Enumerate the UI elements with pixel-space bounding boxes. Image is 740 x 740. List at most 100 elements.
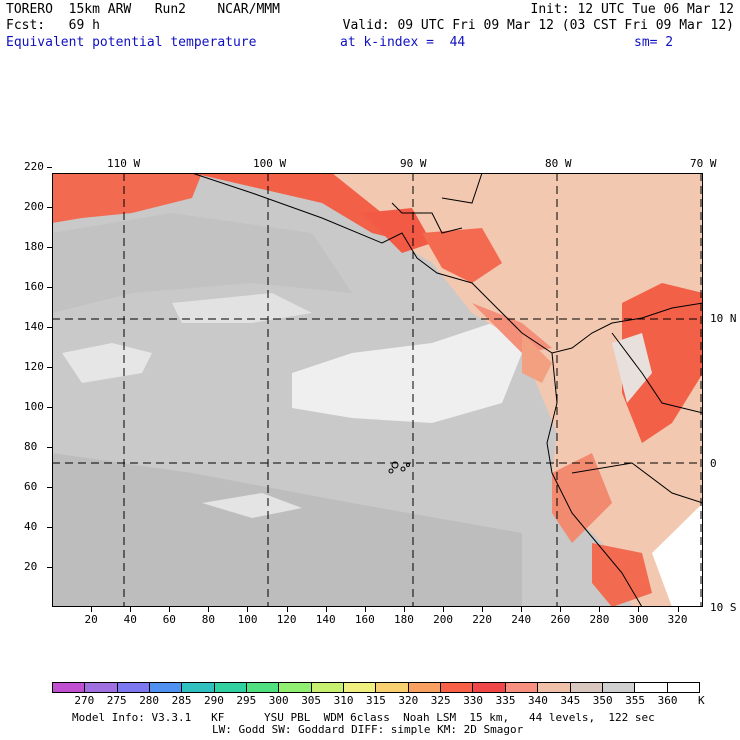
colorbar-label: 360 <box>657 694 678 707</box>
x-tick-mark <box>364 607 366 612</box>
colorbar-label: 350 <box>592 694 613 707</box>
cool-band-south <box>52 453 522 607</box>
lon-label: 110 W <box>107 157 141 170</box>
colorbar-swatch <box>117 683 151 692</box>
warm-patch-central <box>292 323 522 423</box>
colorbar-label: 270 <box>74 694 95 707</box>
x-tick-mark <box>677 607 679 612</box>
x-tick-label: 300 <box>628 613 649 626</box>
init-time: Init: 12 UTC Tue 06 Mar 12 <box>530 2 735 17</box>
lat-label: 0 <box>710 457 717 470</box>
colorbar-swatch <box>538 683 571 692</box>
x-tick-mark <box>638 607 640 612</box>
y-tick-label: 180 <box>24 240 44 253</box>
colorbar-swatch <box>635 683 668 692</box>
theta-e-map <box>52 173 703 607</box>
colorbar-label: 280 <box>139 694 160 707</box>
colorbar-label: 330 <box>463 694 484 707</box>
forecast-hour: Fcst: 69 h <box>6 18 100 33</box>
x-tick-mark <box>521 607 523 612</box>
x-tick-label: 100 <box>237 613 258 626</box>
y-tick-label: 40 <box>24 520 38 533</box>
model-title: TORERO 15km ARW Run2 NCAR/MMM <box>6 2 280 17</box>
colorbar-label: 295 <box>236 694 257 707</box>
colorbar-swatch <box>182 683 215 692</box>
border-colombia <box>611 332 703 414</box>
x-tick-mark <box>560 607 562 612</box>
lon-label: 70 W <box>690 157 717 170</box>
y-tick-mark <box>47 407 52 408</box>
colorbar-swatch <box>376 683 409 692</box>
y-tick-mark <box>47 367 52 368</box>
colorbar-swatch <box>85 683 118 692</box>
colorbar-label: 310 <box>333 694 354 707</box>
y-tick-mark <box>47 167 52 168</box>
y-tick-label: 80 <box>24 440 38 453</box>
valid-time: Valid: 09 UTC Fri 09 Mar 12 (03 CST Fri … <box>342 18 734 33</box>
lon-label: 100 W <box>253 157 287 170</box>
colorbar-label: 355 <box>625 694 646 707</box>
physics-info: LW: Godd SW: Goddard DIFF: simple KM: 2D… <box>212 723 524 736</box>
x-tick-mark <box>403 607 405 612</box>
x-tick-label: 140 <box>315 613 336 626</box>
x-tick-mark <box>130 607 132 612</box>
x-tick-label: 120 <box>276 613 297 626</box>
colorbar-swatch <box>311 683 345 692</box>
y-tick-mark <box>47 527 52 528</box>
warm-patch-south <box>202 493 302 518</box>
x-tick-label: 160 <box>354 613 375 626</box>
colorbar-label: 345 <box>560 694 581 707</box>
lat-lon-grid <box>52 173 703 607</box>
map-panel <box>52 173 703 607</box>
x-tick-label: 260 <box>550 613 571 626</box>
colorbar-label: 340 <box>528 694 548 707</box>
field-name: Equivalent potential temperature <box>6 35 257 50</box>
colorbar-label: 305 <box>301 694 322 707</box>
border-peru <box>571 462 703 504</box>
lat-label: 10 S <box>710 601 737 614</box>
x-tick-mark <box>286 607 288 612</box>
colorbar-label: 335 <box>495 694 516 707</box>
hot-pacific-north <box>52 173 202 223</box>
y-tick-label: 100 <box>24 400 44 413</box>
colorbar-swatch <box>247 683 280 692</box>
vertical-level: at k-index = 44 <box>340 35 466 50</box>
x-tick-label: 320 <box>667 613 688 626</box>
x-tick-label: 220 <box>472 613 493 626</box>
y-tick-mark <box>47 207 52 208</box>
hot-venezuela-colombia <box>622 283 703 443</box>
x-tick-mark <box>442 607 444 612</box>
y-tick-label: 160 <box>24 280 44 293</box>
y-tick-label: 220 <box>24 160 44 173</box>
y-tick-mark <box>47 247 52 248</box>
colorbar-label: 275 <box>106 694 127 707</box>
x-tick-mark <box>91 607 93 612</box>
x-tick-label: 20 <box>84 613 98 626</box>
galapagos-islands-icon <box>388 461 410 474</box>
x-tick-label: 200 <box>433 613 453 626</box>
x-tick-mark <box>208 607 210 612</box>
x-tick-label: 280 <box>589 613 610 626</box>
map-frame <box>52 173 703 607</box>
y-tick-label: 200 <box>24 200 44 213</box>
x-tick-mark <box>325 607 327 612</box>
y-tick-label: 120 <box>24 360 44 373</box>
warm-ecuador-peru <box>552 453 612 543</box>
colorbar-swatch <box>408 683 442 692</box>
coastline-south-america <box>546 352 643 607</box>
model-info: Model Info: V3.3.1 KF YSU PBL WDM 6class… <box>72 711 655 724</box>
colorbar-unit: K <box>698 694 705 707</box>
colorbar-swatch <box>667 683 699 692</box>
y-tick-mark <box>47 567 52 568</box>
colorbar-label: 315 <box>366 694 386 707</box>
y-tick-mark <box>47 447 52 448</box>
colorbar-swatch <box>279 683 312 692</box>
colorbar-label: 285 <box>171 694 192 707</box>
colorbar <box>52 682 700 693</box>
y-tick-label: 20 <box>24 560 38 573</box>
cold-andes-north <box>612 333 652 403</box>
y-tick-label: 60 <box>24 480 38 493</box>
hot-honduras <box>422 228 502 283</box>
colorbar-swatch <box>214 683 248 692</box>
x-tick-label: 240 <box>511 613 532 626</box>
